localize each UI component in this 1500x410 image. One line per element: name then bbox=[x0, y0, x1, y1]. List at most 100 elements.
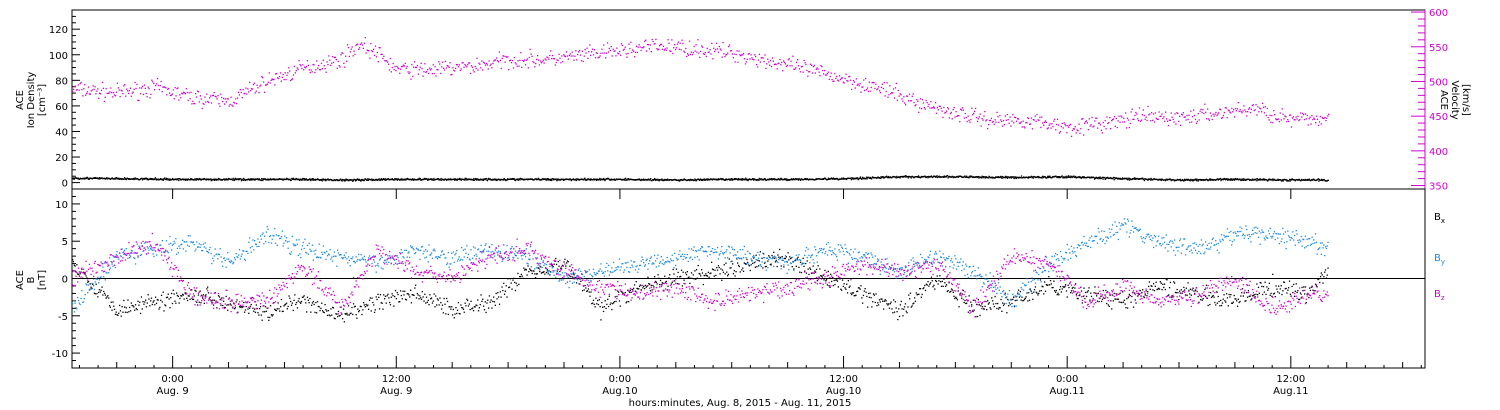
bx-series-point bbox=[285, 303, 287, 305]
velocity-series-point bbox=[1053, 120, 1055, 122]
bx-series-point bbox=[508, 286, 510, 289]
density-series-point bbox=[778, 178, 780, 180]
bx-series-point bbox=[808, 273, 810, 276]
density-series-point bbox=[842, 178, 844, 180]
velocity-series-point bbox=[1038, 119, 1040, 121]
bx-series-point bbox=[666, 289, 668, 291]
bx-series-point bbox=[245, 305, 247, 308]
velocity-series-point bbox=[72, 88, 75, 90]
bx-series-point bbox=[305, 302, 307, 304]
bx-series-point bbox=[289, 297, 291, 299]
bx-series-point bbox=[467, 299, 469, 302]
velocity-series-point bbox=[737, 61, 739, 63]
density-series-point bbox=[431, 179, 433, 181]
velocity-series-point bbox=[796, 61, 798, 64]
bx-series-point bbox=[715, 274, 717, 277]
velocity-series-point bbox=[896, 99, 898, 101]
velocity-series-point bbox=[1255, 104, 1257, 106]
density-series-point bbox=[852, 178, 854, 180]
velocity-series-point bbox=[643, 46, 645, 48]
bx-series-point bbox=[429, 294, 431, 296]
bx-series-point bbox=[389, 301, 391, 304]
velocity-series-point bbox=[237, 91, 240, 93]
bx-series-point bbox=[119, 310, 122, 312]
velocity-series-point bbox=[390, 71, 392, 73]
bx-series-point bbox=[586, 290, 588, 292]
density-series-point bbox=[717, 178, 720, 180]
velocity-series-point bbox=[551, 57, 553, 60]
density-series-point bbox=[855, 178, 858, 180]
bx-series-point bbox=[166, 296, 169, 298]
bx-series-point bbox=[410, 302, 413, 304]
density-series-point bbox=[797, 178, 799, 180]
velocity-series-point bbox=[416, 65, 419, 67]
bx-series-point bbox=[530, 270, 532, 272]
bx-series-point bbox=[363, 304, 366, 306]
velocity-series-point bbox=[1102, 121, 1104, 124]
bx-series-point bbox=[786, 261, 788, 263]
velocity-series-point bbox=[642, 47, 644, 49]
density-series-point bbox=[917, 176, 919, 178]
density-series-point bbox=[791, 178, 793, 180]
velocity-series-point bbox=[557, 59, 559, 62]
density-series-point bbox=[1128, 177, 1130, 179]
velocity-series-point bbox=[848, 76, 850, 78]
velocity-series-point bbox=[820, 64, 822, 67]
bx-series-point bbox=[1066, 296, 1068, 298]
velocity-series-point bbox=[533, 62, 535, 64]
bx-series-point bbox=[76, 264, 78, 266]
density-series-point bbox=[545, 178, 547, 180]
velocity-series-point bbox=[1192, 116, 1194, 118]
bx-series-point bbox=[805, 272, 808, 274]
velocity-series-point bbox=[701, 46, 704, 48]
density-series-point bbox=[1298, 178, 1300, 181]
density-series-point bbox=[657, 178, 659, 180]
density-series-point bbox=[706, 179, 708, 181]
velocity-series-point bbox=[1101, 132, 1103, 134]
bx-series-point bbox=[642, 287, 644, 289]
velocity-series-point bbox=[225, 101, 227, 103]
density-series-point bbox=[1001, 175, 1004, 178]
velocity-series-point bbox=[345, 55, 347, 57]
bx-series-point bbox=[957, 290, 959, 292]
density-tick-label: 120 bbox=[49, 25, 68, 36]
velocity-series-point bbox=[545, 59, 547, 61]
density-series-point bbox=[432, 179, 434, 181]
velocity-series-point bbox=[984, 110, 986, 113]
velocity-series-point bbox=[648, 48, 651, 50]
velocity-series-point bbox=[778, 62, 780, 64]
density-series-point bbox=[640, 179, 642, 182]
bx-series-point bbox=[978, 303, 980, 306]
density-series-point bbox=[907, 176, 909, 178]
bx-series-point bbox=[106, 296, 108, 298]
velocity-series-point bbox=[656, 48, 658, 50]
density-series-point bbox=[310, 179, 312, 182]
bx-series-point bbox=[98, 289, 101, 291]
velocity-series-point bbox=[672, 52, 674, 55]
velocity-series-point bbox=[646, 50, 648, 52]
velocity-series-point bbox=[368, 50, 370, 52]
density-series-point bbox=[248, 178, 250, 180]
bx-series-point bbox=[411, 294, 413, 296]
velocity-series-point bbox=[743, 58, 746, 60]
density-series-point bbox=[484, 178, 486, 181]
bx-series-point bbox=[931, 280, 933, 282]
velocity-series-point bbox=[1174, 113, 1176, 115]
velocity-series-point bbox=[428, 72, 430, 75]
velocity-series-point bbox=[836, 75, 838, 78]
density-series-point bbox=[311, 178, 314, 180]
density-series-point bbox=[463, 179, 466, 181]
bx-series-point bbox=[415, 284, 417, 286]
density-series-point bbox=[1164, 179, 1166, 181]
velocity-series-point bbox=[728, 44, 731, 46]
velocity-series-point bbox=[830, 72, 832, 74]
bx-series-point bbox=[197, 304, 199, 306]
velocity-series-point bbox=[800, 66, 802, 68]
velocity-series-point bbox=[721, 56, 723, 58]
bx-series-point bbox=[181, 293, 184, 295]
bx-series-point bbox=[1001, 310, 1003, 312]
velocity-series-point bbox=[847, 80, 849, 82]
velocity-series-point bbox=[435, 75, 437, 77]
velocity-series-point bbox=[685, 47, 687, 50]
density-series-point bbox=[466, 179, 468, 181]
